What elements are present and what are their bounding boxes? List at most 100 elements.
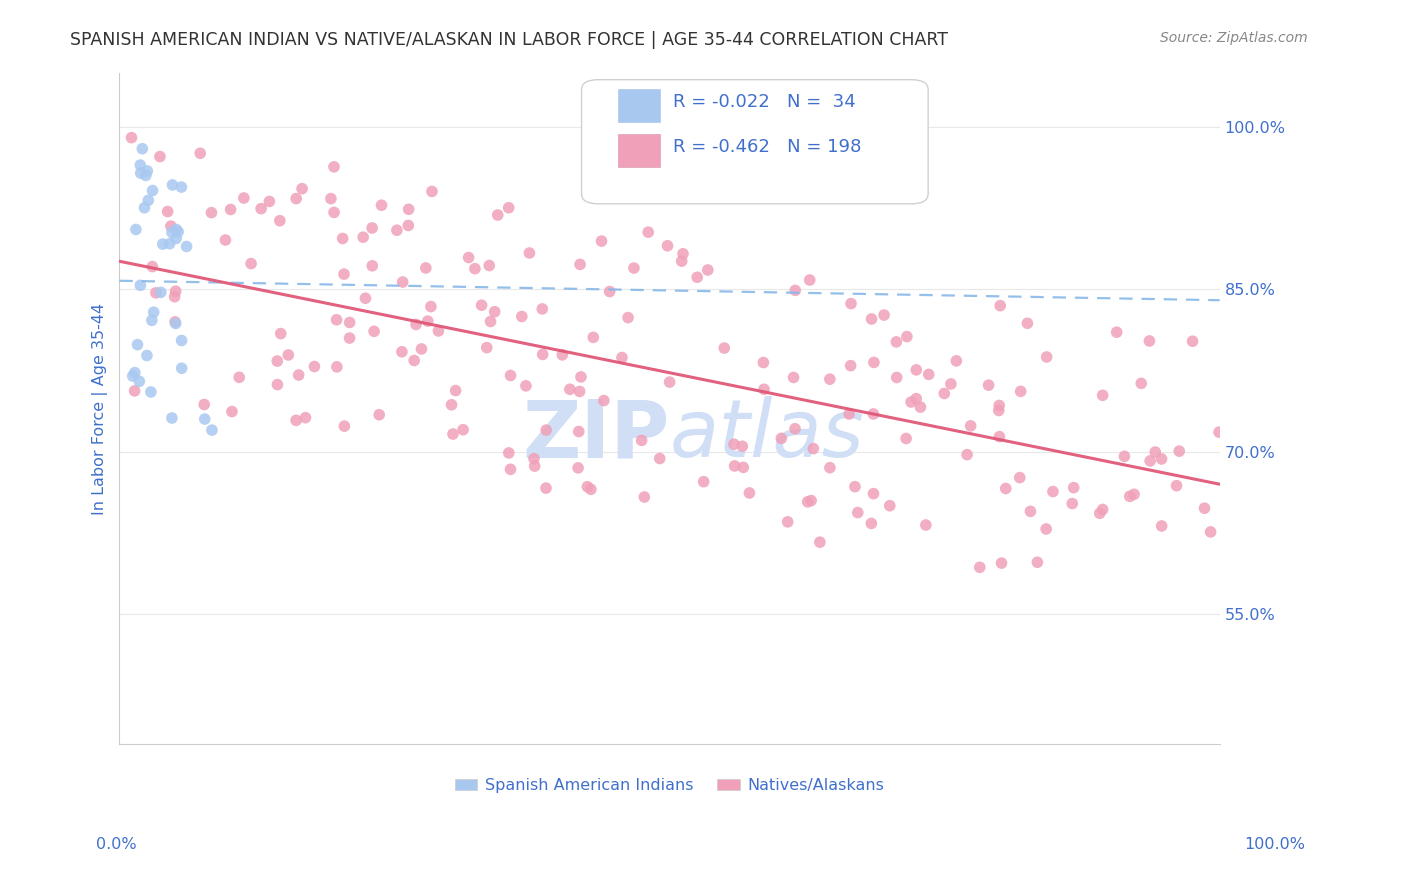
Point: [900, 395, 922, 409]
Point: [696, 263, 718, 277]
Point: [319, 192, 342, 206]
Point: [838, 407, 860, 421]
Point: [163, 290, 186, 304]
Point: [121, 369, 143, 384]
Point: [1091, 502, 1114, 516]
Point: [1123, 487, 1146, 501]
Point: [1114, 450, 1136, 464]
Point: [1130, 376, 1153, 391]
Point: [201, 423, 224, 437]
Point: [582, 330, 605, 344]
Point: [219, 202, 242, 217]
Point: [905, 392, 928, 406]
Point: [396, 219, 419, 233]
Point: [125, 222, 148, 236]
Point: [1035, 350, 1057, 364]
Point: [523, 459, 546, 474]
Point: [1017, 316, 1039, 330]
Point: [127, 337, 149, 351]
Point: [567, 461, 589, 475]
Point: [323, 205, 346, 219]
Point: [531, 301, 554, 316]
Point: [592, 393, 614, 408]
Point: [785, 284, 807, 298]
Point: [910, 400, 932, 414]
Point: [776, 515, 799, 529]
Point: [464, 261, 486, 276]
Point: [266, 354, 288, 368]
Point: [194, 412, 217, 426]
Point: [648, 451, 671, 466]
Point: [266, 377, 288, 392]
Point: [165, 317, 187, 331]
Point: [796, 495, 818, 509]
Point: [232, 191, 254, 205]
Point: [633, 490, 655, 504]
Point: [1008, 470, 1031, 484]
Point: [332, 231, 354, 245]
Point: [499, 462, 522, 476]
Point: [894, 432, 917, 446]
Point: [568, 425, 591, 439]
Point: [956, 448, 979, 462]
Point: [576, 480, 599, 494]
Point: [569, 257, 592, 271]
Text: R = -0.022   N =  34: R = -0.022 N = 34: [673, 93, 856, 111]
Point: [415, 260, 437, 275]
Point: [818, 372, 841, 386]
Point: [325, 313, 347, 327]
Point: [128, 374, 150, 388]
Point: [193, 397, 215, 411]
Point: [990, 556, 1012, 570]
Point: [713, 341, 735, 355]
Point: [391, 344, 413, 359]
Point: [451, 423, 474, 437]
Point: [165, 284, 187, 298]
Point: [860, 516, 883, 531]
Point: [142, 305, 165, 319]
Point: [440, 398, 463, 412]
Point: [846, 506, 869, 520]
Point: [391, 275, 413, 289]
Point: [873, 308, 896, 322]
Point: [568, 384, 591, 399]
Point: [162, 178, 184, 192]
Point: [1144, 445, 1167, 459]
Point: [534, 481, 557, 495]
Point: [579, 483, 602, 497]
Point: [291, 181, 314, 195]
Point: [405, 318, 427, 332]
Point: [862, 407, 884, 421]
Point: [752, 355, 775, 369]
Point: [886, 334, 908, 349]
Point: [478, 259, 501, 273]
Text: atlas: atlas: [669, 396, 865, 475]
Point: [484, 304, 506, 318]
Point: [240, 257, 263, 271]
Point: [839, 296, 862, 310]
Point: [170, 334, 193, 348]
Point: [259, 194, 281, 209]
Point: [269, 213, 291, 227]
Text: 100.0%: 100.0%: [1244, 837, 1305, 852]
Point: [277, 348, 299, 362]
Point: [121, 130, 143, 145]
Point: [523, 451, 546, 466]
Point: [165, 222, 187, 236]
Point: [599, 285, 621, 299]
Point: [323, 160, 346, 174]
Point: [285, 192, 308, 206]
Point: [339, 331, 361, 345]
Point: [988, 399, 1011, 413]
Point: [152, 237, 174, 252]
Point: [623, 261, 645, 276]
Point: [1088, 506, 1111, 520]
Point: [939, 376, 962, 391]
Point: [1150, 451, 1173, 466]
Point: [160, 226, 183, 240]
Point: [149, 150, 172, 164]
Legend: Spanish American Indians, Natives/Alaskans: Spanish American Indians, Natives/Alaska…: [449, 772, 891, 799]
Point: [129, 158, 152, 172]
Point: [285, 413, 308, 427]
Point: [1168, 444, 1191, 458]
